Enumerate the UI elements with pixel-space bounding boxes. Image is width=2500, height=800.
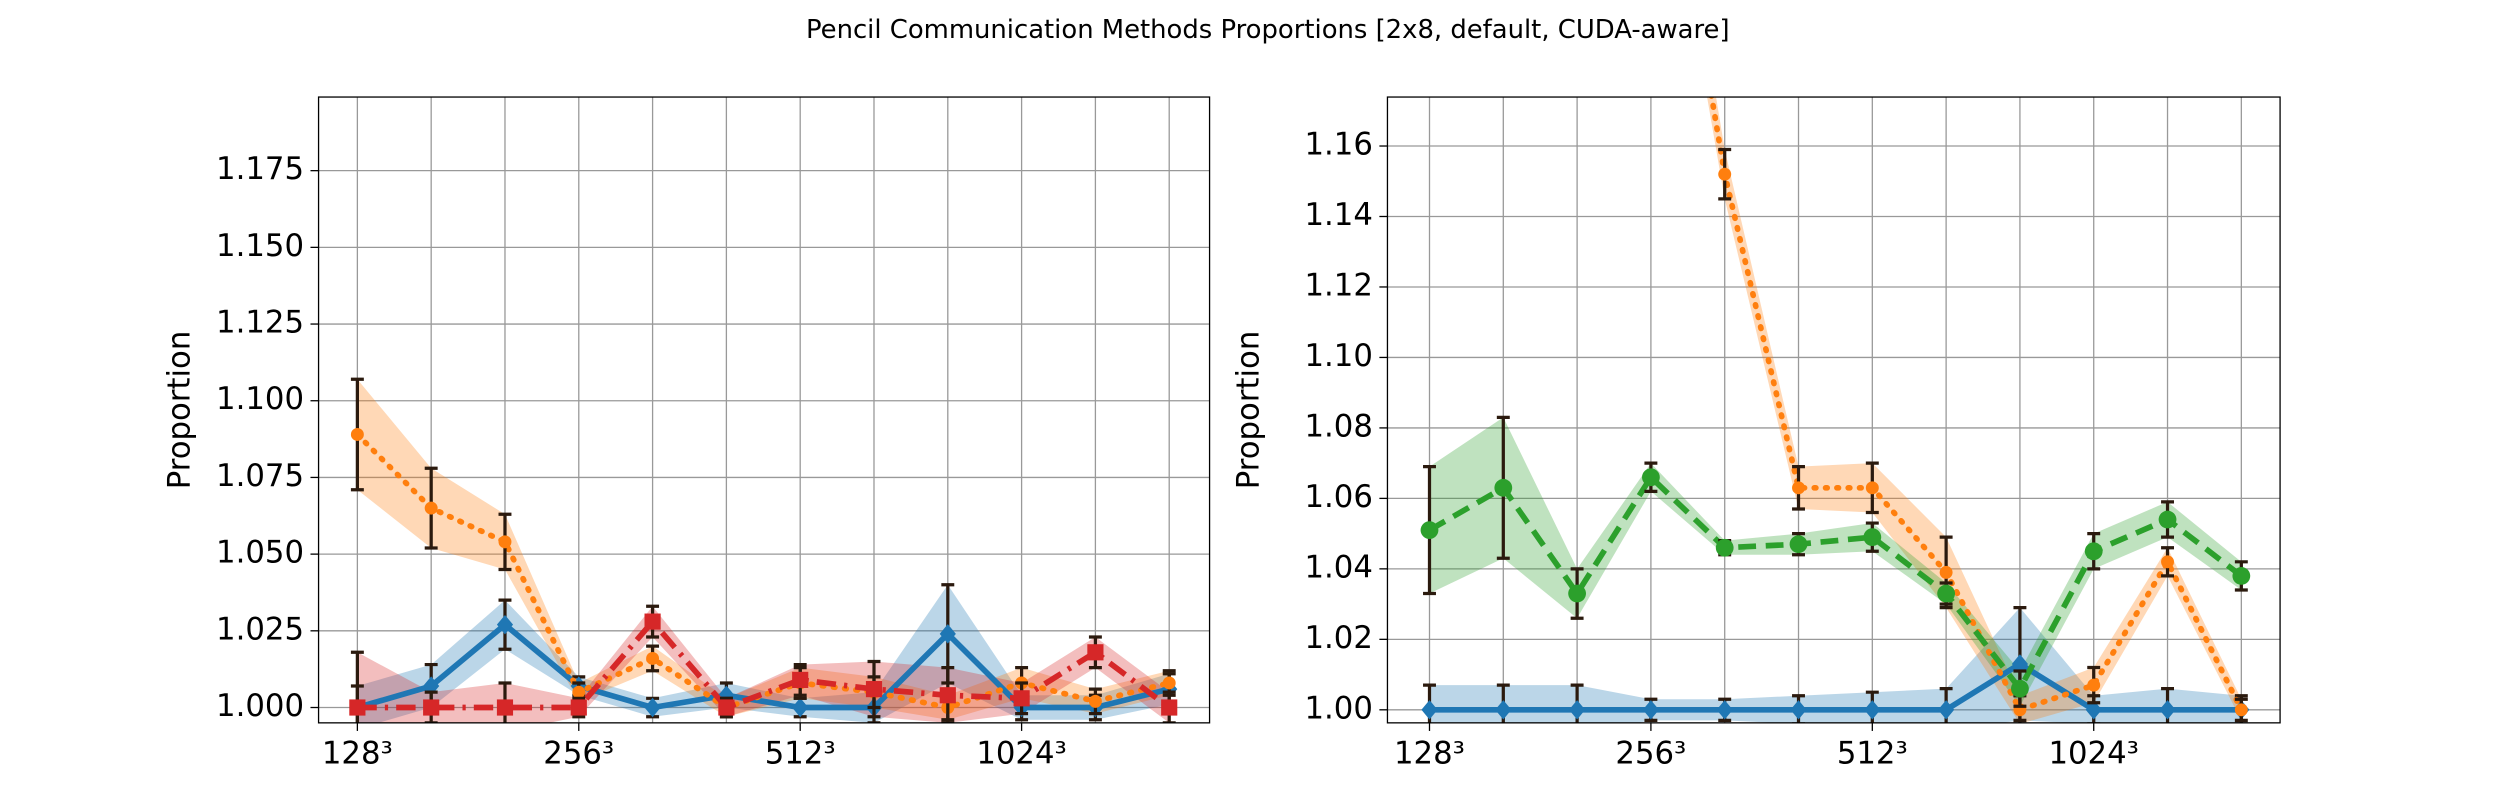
axes: 1.000 1.025 1.050 1.075 1.100 1.125 1.150 1.175… [162, 96, 1211, 772]
marker [2011, 679, 2029, 698]
x-tick-label: 512³ [1837, 736, 1908, 772]
marker [865, 681, 883, 698]
marker [423, 699, 440, 716]
axes: 1.00 1.02 1.04 1.06 1.08 1.10 1.12 1.14 1.16 128³… [1231, 96, 2281, 772]
error-band [1429, 607, 2242, 723]
marker [939, 687, 956, 704]
y-tick-label: 1.150 [216, 228, 304, 264]
marker [1087, 644, 1104, 661]
error-band [1429, 417, 2242, 707]
x-tick-label: 1024³ [976, 736, 1067, 772]
series-line [354, 431, 1173, 711]
marker [1792, 481, 1805, 495]
series-line [356, 621, 1170, 711]
series-line [1428, 472, 2244, 694]
y-axis-label: Proportion [1231, 331, 1267, 490]
marker [1642, 468, 1660, 487]
y-tick-label: 1.16 [1304, 127, 1372, 163]
marker [1420, 521, 1439, 539]
y-tick-label: 1.12 [1304, 267, 1372, 303]
x-tick-label: 256³ [543, 736, 614, 772]
marker [2084, 542, 2103, 561]
x-tick-label: 1024³ [2048, 736, 2139, 772]
marker [792, 697, 809, 718]
marker [2232, 567, 2251, 585]
y-tick-label: 1.08 [1304, 408, 1372, 444]
marker [1715, 538, 1734, 557]
marker [570, 699, 587, 716]
marker [1789, 535, 1808, 554]
marker [496, 614, 514, 635]
x-tick-label: 256³ [1615, 736, 1686, 772]
error-band [357, 584, 1170, 723]
series-line [357, 617, 1171, 711]
marker [2234, 703, 2248, 717]
marker [424, 501, 438, 515]
marker [496, 699, 514, 716]
y-tick-label: 1.06 [1304, 479, 1372, 515]
marker [1937, 584, 1956, 603]
marker [1494, 478, 1513, 497]
marker [718, 699, 735, 716]
marker [1939, 565, 1953, 579]
marker [2161, 555, 2174, 569]
marker [349, 699, 366, 716]
marker [1161, 699, 1178, 716]
marker [498, 535, 512, 549]
marker [2158, 510, 2177, 529]
error-band [357, 379, 1170, 720]
marker [644, 613, 661, 630]
x-tick-label: 128³ [322, 736, 393, 772]
y-tick-label: 1.00 [1304, 690, 1372, 726]
marker [792, 671, 809, 688]
y-tick-label: 1.125 [216, 305, 304, 341]
marker [1718, 167, 1732, 181]
y-tick-label: 1.14 [1304, 197, 1372, 233]
y-tick-label: 1.10 [1304, 338, 1372, 374]
x-tick-label: 128³ [1394, 736, 1465, 772]
plot-area [1420, 97, 2251, 723]
y-tick-label: 1.02 [1304, 620, 1372, 656]
marker [1568, 584, 1586, 603]
y-tick-label: 1.100 [216, 381, 304, 417]
series-line [1429, 660, 2242, 713]
figure-title: Pencil Communication Methods Proportions… [806, 15, 1730, 45]
marker [1162, 676, 1176, 690]
axes-frame [1386, 96, 2281, 724]
marker [1421, 700, 1438, 720]
axes-frame [317, 96, 1211, 724]
plot-area [349, 377, 1178, 723]
error-band [357, 606, 1170, 723]
y-axis-label: Proportion [162, 331, 198, 490]
error-band [1707, 97, 2242, 723]
marker [350, 428, 364, 441]
marker [1865, 481, 1879, 495]
x-tick-label: 512³ [765, 736, 836, 772]
marker [1863, 528, 1882, 547]
y-tick-label: 1.175 [216, 151, 304, 187]
marker [1013, 690, 1030, 707]
y-tick-label: 1.050 [216, 535, 304, 571]
marker [2011, 654, 2029, 674]
y-tick-label: 1.025 [216, 611, 304, 647]
y-tick-label: 1.04 [1304, 549, 1372, 585]
marker [2087, 678, 2101, 692]
marker [1088, 694, 1102, 708]
marker [646, 651, 660, 665]
marker [1642, 700, 1659, 720]
marker [644, 697, 661, 718]
marker [572, 685, 586, 699]
y-tick-label: 1.000 [216, 688, 304, 724]
y-tick-label: 1.075 [216, 458, 304, 494]
